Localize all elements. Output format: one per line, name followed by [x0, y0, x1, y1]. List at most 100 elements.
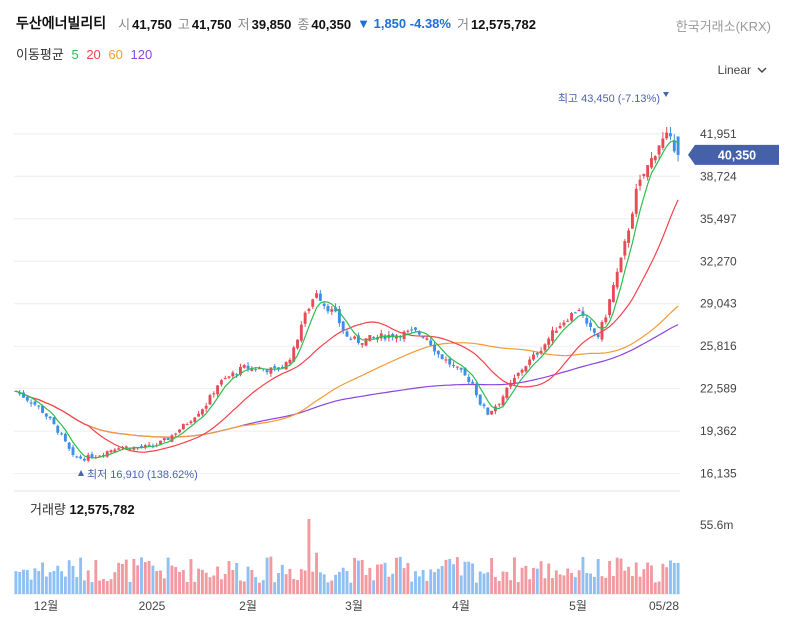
volume-bar: [242, 581, 246, 594]
candle: [657, 145, 661, 161]
candle-body: [638, 179, 642, 186]
volume-bar: [379, 564, 383, 594]
volume-bar: [604, 577, 608, 594]
volume-title: 거래량 12,575,782: [30, 502, 135, 517]
candle-body: [532, 354, 535, 360]
volume-bar: [395, 557, 398, 594]
grid: [14, 133, 680, 595]
candle-body: [105, 451, 109, 457]
volume-bar: [63, 576, 67, 594]
candle: [315, 290, 319, 299]
volume-bar: [212, 575, 216, 594]
candle-body: [318, 293, 322, 301]
ma-20[interactable]: 20: [86, 47, 101, 62]
volume-bar: [375, 564, 379, 594]
candle: [231, 370, 235, 379]
candle-body: [326, 305, 330, 312]
volume-bar: [258, 582, 261, 594]
volume-bar: [37, 571, 41, 594]
candle: [341, 320, 345, 334]
volume-bar: [497, 580, 501, 594]
open-price: 시 41,750: [118, 16, 172, 32]
volume-bar: [79, 557, 83, 594]
candle: [379, 329, 383, 342]
volume-bar: [82, 580, 86, 594]
volume-bar: [608, 560, 612, 594]
x-axis: 12월 2025 2월 3월 4월 5월 05/28: [34, 599, 680, 613]
volume-bar: [528, 579, 532, 594]
candle-body: [52, 417, 56, 425]
candle: [535, 351, 539, 358]
volume-bar: [185, 582, 189, 594]
volume-bar: [585, 573, 589, 594]
candle-body: [322, 303, 326, 306]
volume-bar: [589, 573, 593, 594]
volume-bar: [25, 569, 29, 594]
volume-bar: [136, 565, 140, 594]
candle: [665, 127, 669, 140]
candle-body: [665, 132, 669, 139]
volume-bar: [345, 571, 349, 594]
candle-body: [143, 445, 147, 448]
volume-bar: [459, 575, 463, 594]
volume-bar: [204, 572, 208, 594]
candle: [48, 415, 52, 421]
ma-20-line: [15, 199, 679, 453]
candle-body: [296, 339, 299, 349]
candle: [653, 155, 657, 164]
candle-body: [299, 324, 303, 341]
candle-body: [284, 362, 288, 370]
ma-120[interactable]: 120: [130, 47, 153, 62]
volume-bar: [398, 556, 402, 594]
scale-selector[interactable]: Linear: [718, 63, 767, 77]
volume-tick-label: 55.6m: [700, 518, 733, 532]
candle: [303, 310, 307, 327]
candle-body: [212, 393, 216, 395]
candle-body: [463, 367, 467, 376]
volume-bar: [452, 564, 456, 594]
candle-body: [608, 299, 612, 316]
volume-bar: [98, 580, 102, 594]
candle: [307, 307, 311, 314]
last-price-label: 40,350: [718, 148, 756, 162]
candle-body: [208, 395, 212, 405]
volume-bar: [562, 575, 566, 594]
candle-body: [330, 309, 334, 312]
candle-body: [471, 381, 475, 384]
volume-bar: [288, 568, 292, 594]
volume-bar: [250, 570, 254, 594]
candle: [219, 379, 223, 387]
candle-body: [619, 257, 623, 273]
volume-bar: [356, 560, 360, 594]
volume-bar: [646, 562, 650, 594]
candle-body: [467, 377, 471, 383]
candle: [516, 372, 520, 379]
volume-bar: [189, 559, 193, 594]
candle-body: [109, 450, 113, 453]
volume-bar: [269, 556, 273, 594]
ma-5[interactable]: 5: [71, 47, 79, 62]
candle-body: [273, 366, 277, 368]
candle-body: [364, 338, 368, 346]
volume-bar: [566, 568, 570, 594]
candle-body: [170, 435, 174, 442]
volume-bar: [44, 576, 48, 594]
volume-bar: [299, 569, 303, 594]
candle: [425, 335, 429, 341]
volume-bar: [326, 582, 330, 594]
candle-body: [440, 354, 444, 360]
volume-bar: [387, 576, 391, 594]
ma-60[interactable]: 60: [108, 47, 123, 62]
candle: [170, 434, 174, 443]
volume-bar: [181, 570, 185, 594]
volume-bar: [147, 560, 151, 594]
candle: [143, 443, 147, 450]
volume-bar: [433, 572, 436, 594]
volume-bar: [166, 557, 170, 594]
candle-body: [159, 440, 162, 445]
candle: [513, 374, 516, 387]
volume-bar: [493, 577, 497, 594]
volume-bar: [543, 578, 547, 594]
candle-body: [124, 446, 128, 448]
